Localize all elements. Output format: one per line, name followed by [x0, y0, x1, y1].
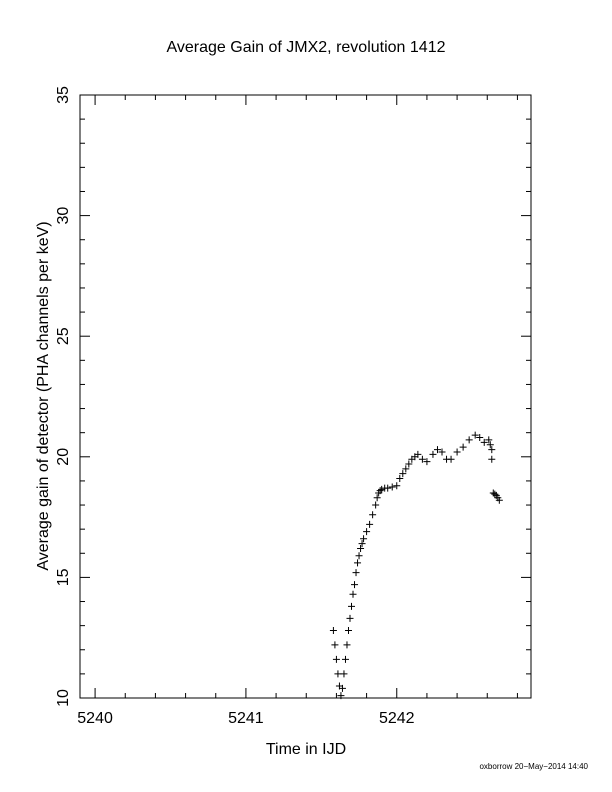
point — [346, 614, 354, 622]
point — [491, 490, 499, 498]
point — [399, 470, 407, 478]
y-tick-label: 25 — [55, 327, 72, 345]
point — [393, 482, 401, 490]
x-tick-label: 5241 — [228, 710, 264, 727]
point — [495, 496, 503, 504]
point — [369, 511, 377, 519]
x-tick-label: 5240 — [77, 710, 113, 727]
point — [341, 655, 349, 663]
point — [384, 484, 392, 492]
point — [340, 670, 348, 678]
point — [363, 528, 371, 536]
point — [354, 559, 362, 567]
point — [485, 436, 493, 444]
x-axis-label: Time in IJD — [266, 741, 346, 758]
point — [373, 494, 381, 502]
y-tick-label: 10 — [55, 689, 72, 707]
y-tick-label: 15 — [55, 568, 72, 586]
point — [331, 641, 339, 649]
point — [459, 443, 467, 451]
point — [423, 458, 431, 466]
point — [351, 581, 359, 589]
point — [329, 626, 337, 634]
point — [438, 448, 446, 456]
point — [433, 446, 441, 454]
y-tick-label: 35 — [55, 86, 72, 104]
point — [471, 431, 479, 439]
y-tick-label: 30 — [55, 207, 72, 225]
point — [402, 465, 410, 473]
point — [352, 569, 360, 577]
point — [344, 626, 352, 634]
footnote: oxborrow 20−May−2014 14:40 — [479, 762, 588, 771]
point — [348, 602, 356, 610]
point — [337, 692, 345, 700]
point — [388, 483, 396, 491]
y-axis-label: Average gain of detector (PHA channels p… — [35, 221, 52, 570]
point — [453, 448, 461, 456]
point — [488, 446, 496, 454]
point — [486, 441, 494, 449]
point — [360, 535, 368, 543]
point — [349, 590, 357, 598]
point — [418, 455, 426, 463]
point — [372, 501, 380, 509]
point — [488, 455, 496, 463]
point — [378, 485, 386, 493]
chart-title: Average Gain of JMX2, revolution 1412 — [167, 39, 446, 56]
y-tick-label: 20 — [55, 448, 72, 466]
point — [376, 487, 384, 495]
point — [343, 641, 351, 649]
point — [357, 544, 365, 552]
plot-frame — [79, 94, 532, 699]
point — [405, 460, 413, 468]
point — [480, 438, 488, 446]
point — [355, 552, 363, 560]
point — [414, 450, 422, 458]
point — [465, 436, 473, 444]
point — [429, 450, 437, 458]
point — [338, 684, 346, 692]
point — [332, 655, 340, 663]
point — [334, 670, 342, 678]
point — [476, 434, 484, 442]
x-tick-label: 5242 — [379, 710, 415, 727]
point — [396, 475, 404, 483]
point — [447, 455, 455, 463]
point — [366, 520, 374, 528]
point — [358, 540, 366, 548]
